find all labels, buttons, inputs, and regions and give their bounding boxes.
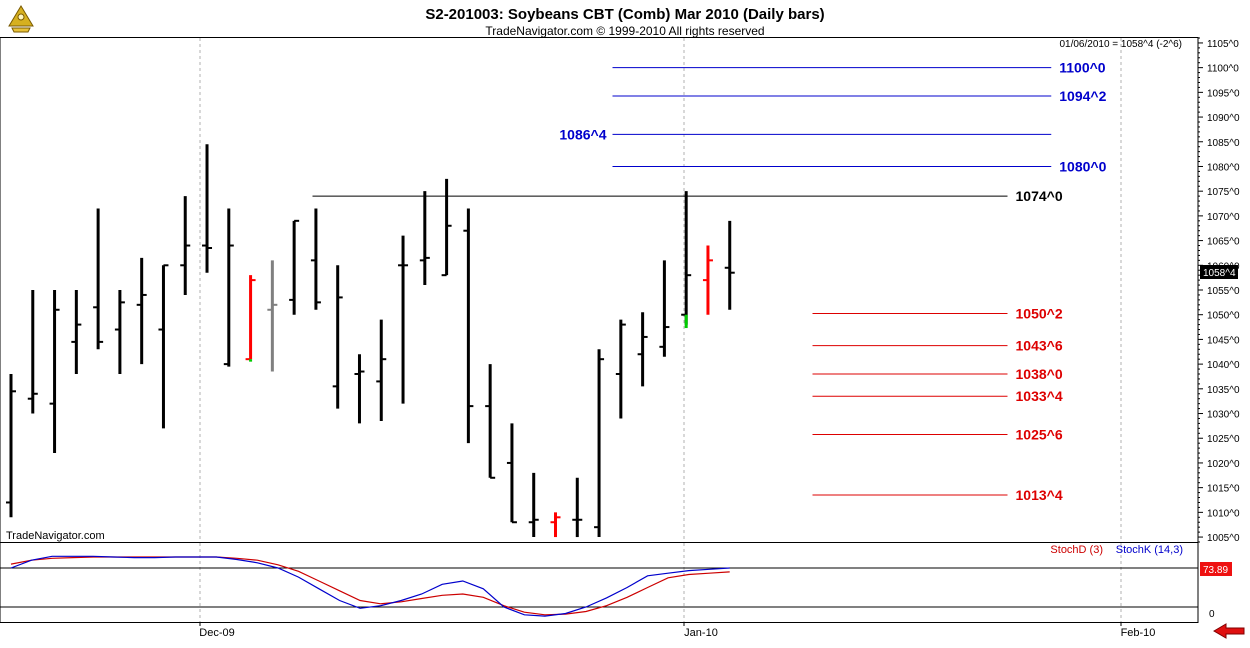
y-tick-label: 1020^0 [1207,459,1240,470]
last-price-badge: 1058^4 [1200,265,1238,279]
y-tick-label: 1040^0 [1207,360,1240,371]
y-tick-label: 1015^0 [1207,484,1240,495]
x-tick-label: Dec-09 [199,627,234,639]
y-tick-label: 1105^0 [1207,39,1239,50]
gridlines [199,38,1122,622]
price-bars [6,144,735,538]
level-label: 1080^0 [1059,158,1106,174]
level-label: 1025^6 [1016,427,1063,443]
level-label: 1074^0 [1016,188,1063,204]
y-tick-label: 1045^0 [1207,335,1240,346]
stochk-line [10,555,730,617]
y-tick-label: 1080^0 [1207,162,1240,173]
stochastic-tick-label: 0 [1209,609,1215,620]
level-label: 1013^4 [1016,487,1063,503]
y-tick-label: 1085^0 [1207,138,1240,149]
last-price-value: 1058^4 [1203,268,1236,279]
y-tick-label: 1095^0 [1207,88,1240,99]
level-label: 1100^0 [1059,60,1106,76]
x-axis: Dec-09 Jan-10 Feb-10 [199,622,1155,639]
level-label: 1086^4 [559,126,606,142]
level-label: 1038^0 [1016,366,1063,382]
sextant-icon [6,4,36,34]
chart-title: S2-201003: Soybeans CBT (Comb) Mar 2010 … [425,6,824,23]
stochastic-value: 73.89 [1203,565,1228,576]
level-label: 1094^2 [1059,88,1106,104]
x-tick-label: Jan-10 [684,627,718,639]
x-tick-label: Feb-10 [1121,627,1156,639]
y-tick-label: 1090^0 [1207,113,1240,124]
copyright-text: TradeNavigator.com © 1999-2010 All right… [485,24,764,38]
level-label: 1050^2 [1016,305,1063,321]
y-tick-label: 1070^0 [1207,212,1240,223]
stochastic-value-badge: 73.89 [1200,562,1232,576]
y-tick-label: 1065^0 [1207,237,1240,248]
left-arrow-icon[interactable] [1213,623,1245,639]
y-tick-label: 1035^0 [1207,385,1240,396]
y-tick-label: 1025^0 [1207,434,1240,445]
y-tick-label: 1055^0 [1207,286,1240,297]
stochk-label: StochK (14,3) [1116,544,1183,556]
y-tick-label: 1010^0 [1207,508,1240,519]
y-tick-label: 1100^0 [1207,64,1239,75]
y-tick-label: 1005^0 [1207,533,1240,544]
price-levels: 1100^0 1094^2 1086^4 1080^0 1074^0 1050^2 1043… [312,60,1107,503]
indicator-panel-frame [0,542,1199,623]
level-label: 1043^6 [1016,338,1063,354]
watermark: TradeNavigator.com [6,530,105,542]
y-tick-label: 1050^0 [1207,311,1240,322]
level-label: 1033^4 [1016,388,1063,404]
stochd-label: StochD (3) [1050,544,1103,556]
y-tick-label: 1030^0 [1207,410,1240,421]
y-tick-label: 1075^0 [1207,187,1240,198]
stochastic-panel: 0 [0,555,1215,620]
